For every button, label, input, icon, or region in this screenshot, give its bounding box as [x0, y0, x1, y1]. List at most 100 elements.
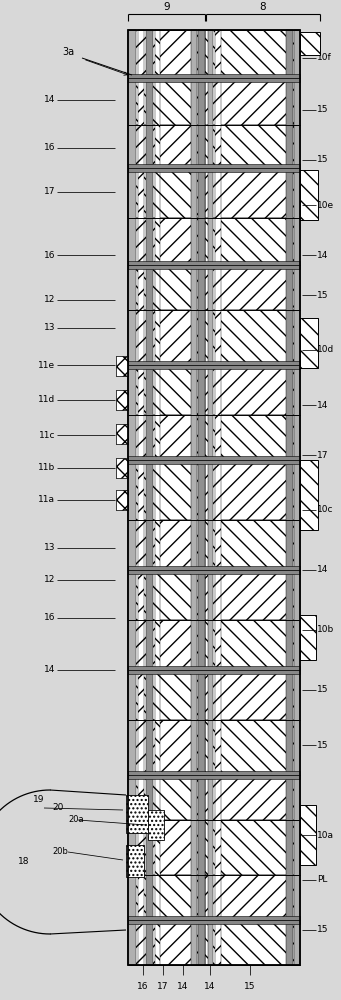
Text: 14: 14 — [204, 982, 216, 991]
Text: 11d: 11d — [38, 395, 55, 404]
Text: 15: 15 — [317, 686, 328, 694]
Text: 14: 14 — [317, 250, 328, 259]
Text: 14: 14 — [177, 982, 189, 991]
Text: 11b: 11b — [38, 464, 55, 473]
Bar — [128, 415, 205, 460]
Bar — [128, 30, 300, 965]
Text: 14: 14 — [317, 400, 328, 410]
Text: 15: 15 — [317, 290, 328, 300]
Bar — [128, 775, 205, 820]
Bar — [300, 615, 316, 660]
Bar — [128, 720, 205, 775]
Bar — [128, 570, 205, 620]
Text: 16: 16 — [137, 982, 149, 991]
Text: 3a: 3a — [62, 47, 74, 57]
Bar — [155, 30, 160, 965]
Text: 15: 15 — [317, 926, 328, 934]
Text: 17: 17 — [44, 188, 55, 196]
Bar — [300, 170, 318, 220]
Text: 14: 14 — [44, 666, 55, 674]
Bar — [191, 30, 197, 965]
Bar — [128, 361, 300, 369]
Bar — [128, 125, 205, 168]
Bar — [128, 168, 205, 218]
Bar — [116, 356, 128, 376]
Bar — [205, 310, 300, 365]
Bar — [116, 458, 128, 478]
Text: 15: 15 — [317, 105, 328, 114]
Bar — [128, 265, 205, 310]
Bar — [116, 490, 128, 510]
Bar — [128, 920, 205, 965]
Bar — [128, 74, 300, 82]
Bar — [128, 566, 300, 574]
Bar — [126, 845, 144, 877]
Text: 8: 8 — [259, 2, 266, 12]
Bar — [116, 356, 128, 376]
Bar — [128, 30, 205, 78]
Text: 15: 15 — [317, 740, 328, 750]
Bar — [128, 875, 205, 920]
Bar — [205, 30, 300, 78]
Bar — [128, 670, 205, 720]
Text: 19: 19 — [33, 796, 44, 804]
Text: PL: PL — [317, 876, 327, 884]
Text: 13: 13 — [44, 544, 55, 552]
Text: 15: 15 — [317, 155, 328, 164]
Text: 17: 17 — [157, 982, 169, 991]
Text: 20b: 20b — [52, 848, 68, 856]
Bar — [128, 666, 300, 674]
Bar — [116, 424, 128, 444]
Text: 15: 15 — [244, 982, 256, 991]
Text: 13: 13 — [44, 324, 55, 332]
Bar — [128, 164, 300, 172]
Bar — [205, 920, 300, 965]
Bar — [205, 265, 300, 310]
Bar — [205, 775, 300, 820]
Bar — [205, 78, 300, 125]
Text: 16: 16 — [44, 143, 55, 152]
Text: 11a: 11a — [38, 495, 55, 504]
Bar — [205, 125, 300, 168]
Text: 10a: 10a — [317, 830, 334, 840]
Bar — [128, 820, 205, 875]
Bar — [205, 820, 300, 875]
Bar — [128, 310, 205, 365]
Text: 18: 18 — [18, 857, 30, 866]
Text: 10c: 10c — [317, 506, 333, 514]
Bar — [205, 670, 300, 720]
Bar — [205, 520, 300, 570]
Text: 9: 9 — [163, 2, 170, 12]
Text: 12: 12 — [44, 296, 55, 304]
Bar — [205, 620, 300, 670]
Bar — [126, 795, 148, 833]
Bar — [116, 490, 128, 510]
Bar — [198, 30, 205, 965]
Bar — [146, 30, 153, 965]
Text: 11c: 11c — [39, 430, 55, 440]
Bar — [128, 78, 205, 125]
Bar — [128, 456, 300, 464]
Bar — [215, 30, 221, 965]
Bar — [205, 460, 300, 520]
Text: 10e: 10e — [317, 200, 334, 210]
Bar — [205, 875, 300, 920]
Text: 10b: 10b — [317, 626, 334, 635]
Text: 12: 12 — [44, 576, 55, 584]
Bar — [205, 365, 300, 415]
Bar — [128, 916, 300, 924]
Text: 10d: 10d — [317, 346, 334, 355]
Bar — [205, 168, 300, 218]
Bar — [294, 30, 300, 965]
Text: 20: 20 — [52, 804, 63, 812]
Bar — [116, 390, 128, 410]
Bar — [205, 415, 300, 460]
Bar — [300, 460, 318, 530]
Bar — [208, 30, 213, 965]
Text: 17: 17 — [317, 450, 328, 460]
Bar — [205, 218, 300, 265]
Bar — [128, 218, 205, 265]
Bar — [300, 805, 316, 865]
Text: 11e: 11e — [38, 360, 55, 369]
Bar — [286, 30, 293, 965]
